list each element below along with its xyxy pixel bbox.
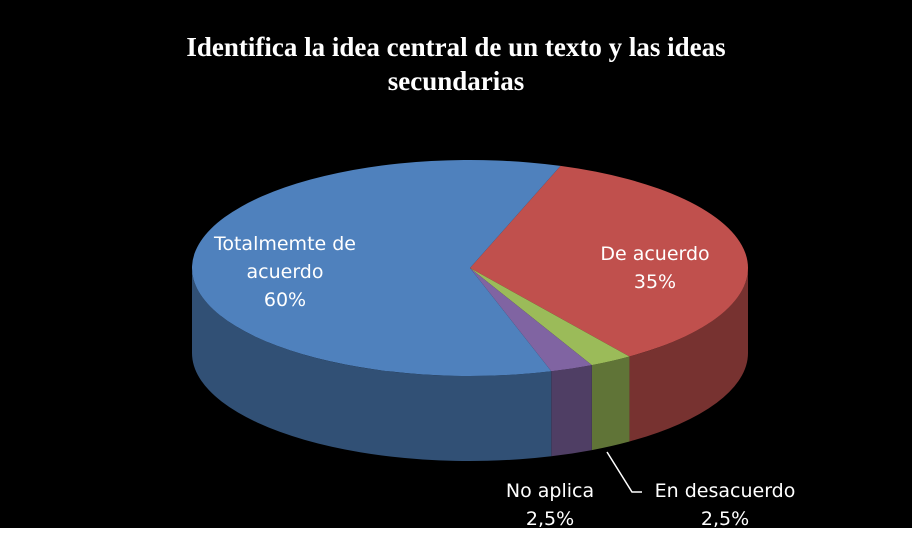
slice-side	[192, 268, 552, 461]
slice	[470, 268, 592, 372]
value-label: 35%	[633, 271, 677, 293]
slice	[470, 165, 748, 357]
slice-label: No aplica	[505, 480, 595, 502]
value-label: 2,5%	[525, 508, 575, 528]
slice	[470, 268, 630, 366]
slice-side	[629, 268, 748, 442]
slice	[192, 160, 561, 376]
slice-label: En desacuerdo	[654, 480, 796, 502]
value-label: 2,5%	[700, 508, 750, 528]
chart-title: Identifica la idea central de un texto y…	[186, 32, 726, 96]
leader-line	[606, 451, 642, 493]
slice-side	[591, 356, 630, 451]
slice-label: Totalmemte de acuerdo	[213, 233, 356, 283]
value-label: 60%	[263, 289, 307, 311]
slice-side	[551, 365, 592, 457]
slice-label: De acuerdo	[600, 243, 710, 265]
